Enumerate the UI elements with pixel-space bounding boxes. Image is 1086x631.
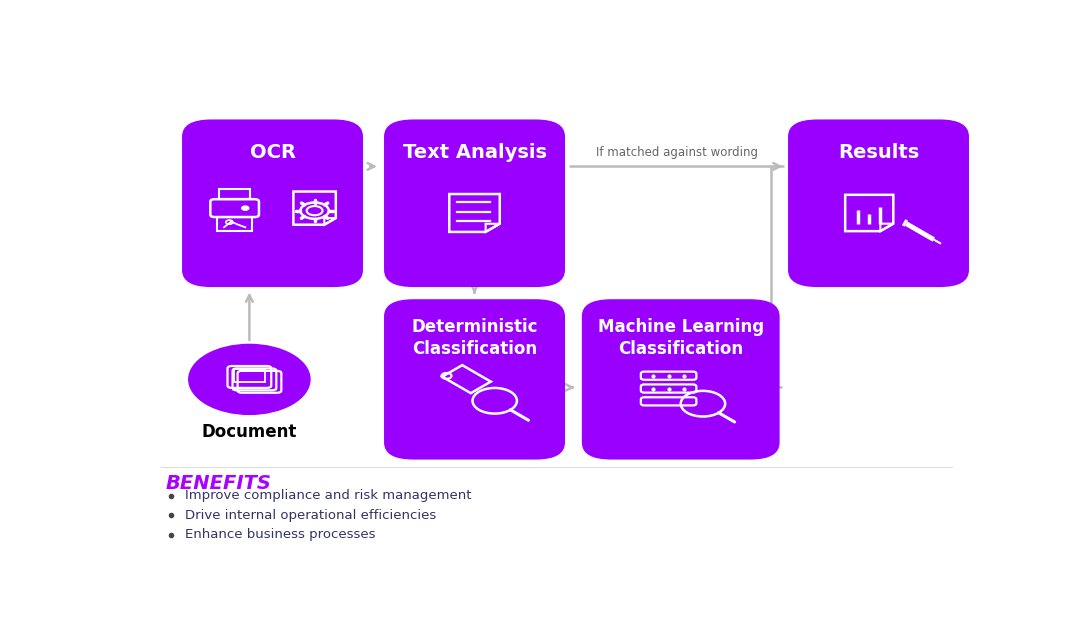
Bar (219, 189, 250, 199)
FancyBboxPatch shape (182, 119, 363, 287)
Text: Deterministic
Classification: Deterministic Classification (412, 317, 538, 358)
FancyBboxPatch shape (582, 299, 780, 459)
Circle shape (242, 206, 249, 210)
FancyBboxPatch shape (788, 119, 969, 287)
FancyBboxPatch shape (384, 119, 565, 287)
Text: Document: Document (202, 423, 298, 441)
Text: Improve compliance and risk management: Improve compliance and risk management (185, 490, 471, 502)
Text: Drive internal operational efficiencies: Drive internal operational efficiencies (185, 509, 435, 522)
Text: Enhance business processes: Enhance business processes (185, 528, 375, 541)
Text: Text Analysis: Text Analysis (403, 143, 546, 162)
Text: BENEFITS: BENEFITS (165, 474, 272, 493)
Text: If matched against wording: If matched against wording (595, 146, 758, 159)
Text: Results: Results (838, 143, 919, 162)
FancyBboxPatch shape (384, 299, 565, 459)
Circle shape (189, 345, 310, 415)
Bar (217, 217, 252, 232)
Text: OCR: OCR (250, 143, 295, 162)
Text: Machine Learning
Classification: Machine Learning Classification (597, 317, 763, 358)
Bar (235, 370, 265, 382)
